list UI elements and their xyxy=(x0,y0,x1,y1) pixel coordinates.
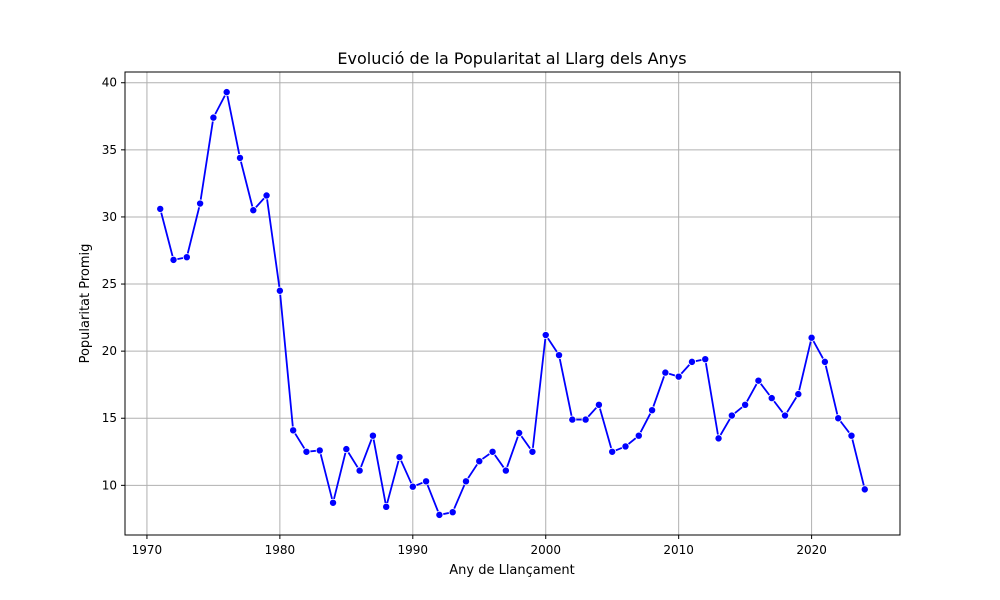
data-point xyxy=(302,447,311,456)
data-point xyxy=(834,414,843,423)
plot-frame xyxy=(124,71,901,536)
chart-title: Evolució de la Popularitat al Llarg dels… xyxy=(337,49,686,68)
data-point xyxy=(608,447,617,456)
data-point xyxy=(661,368,670,377)
data-point xyxy=(674,372,683,381)
data-point xyxy=(395,453,404,462)
data-point xyxy=(621,442,630,451)
data-point xyxy=(169,255,178,264)
data-point xyxy=(820,357,829,366)
data-point xyxy=(275,286,284,295)
x-axis-label: Any de Llançament xyxy=(449,563,575,578)
x-tick-label: 1980 xyxy=(265,543,296,557)
y-tick-label: 10 xyxy=(102,478,117,492)
data-point xyxy=(235,153,244,162)
data-point xyxy=(408,482,417,491)
data-point xyxy=(860,485,869,494)
y-tick-label: 35 xyxy=(102,143,117,157)
data-point xyxy=(741,400,750,409)
data-point xyxy=(156,204,165,213)
data-point xyxy=(754,376,763,385)
x-tick-label: 1970 xyxy=(132,543,163,557)
data-point xyxy=(794,390,803,399)
data-point xyxy=(355,466,364,475)
data-point xyxy=(701,355,710,364)
data-point xyxy=(568,415,577,424)
y-tick-label: 30 xyxy=(102,210,117,224)
x-tick-label: 2000 xyxy=(530,543,561,557)
data-point xyxy=(541,331,550,340)
data-point xyxy=(594,400,603,409)
data-point xyxy=(315,446,324,455)
data-point xyxy=(249,206,258,215)
grid xyxy=(125,72,900,535)
data-point xyxy=(634,431,643,440)
data-point xyxy=(342,445,351,454)
data-point xyxy=(422,477,431,486)
data-point xyxy=(528,447,537,456)
data-point xyxy=(781,411,790,420)
x-tick-label: 1990 xyxy=(398,543,429,557)
data-point xyxy=(435,510,444,519)
series-line xyxy=(159,91,866,516)
data-point xyxy=(329,498,338,507)
data-point xyxy=(488,447,497,456)
data-point xyxy=(209,113,218,122)
data-point xyxy=(727,411,736,420)
data-point xyxy=(196,199,205,208)
data-point xyxy=(222,88,231,97)
data-point xyxy=(182,253,191,262)
x-tick-label: 2020 xyxy=(796,543,827,557)
data-point xyxy=(382,502,391,511)
data-point xyxy=(581,415,590,424)
data-point xyxy=(368,431,377,440)
data-point xyxy=(515,429,524,438)
y-tick-label: 20 xyxy=(102,344,117,358)
data-point xyxy=(687,357,696,366)
y-tick-label: 40 xyxy=(102,76,117,90)
data-point xyxy=(501,466,510,475)
data-point xyxy=(289,426,298,435)
data-point xyxy=(262,191,271,200)
data-point xyxy=(714,434,723,443)
y-tick-label: 15 xyxy=(102,411,117,425)
data-point xyxy=(847,431,856,440)
y-axis-label: Popularitat Promig xyxy=(78,244,93,364)
data-point xyxy=(648,406,657,415)
data-point xyxy=(767,394,776,403)
data-point xyxy=(807,333,816,342)
data-point xyxy=(461,477,470,486)
axis-ticks: 1970 1980 1990 2000 2010 2020 10 15 20 25 30 35 40 xyxy=(102,76,827,557)
data-point xyxy=(475,457,484,466)
data-series xyxy=(156,88,869,519)
data-point xyxy=(555,351,564,360)
data-point xyxy=(448,508,457,517)
y-tick-label: 25 xyxy=(102,277,117,291)
x-tick-label: 2010 xyxy=(663,543,694,557)
